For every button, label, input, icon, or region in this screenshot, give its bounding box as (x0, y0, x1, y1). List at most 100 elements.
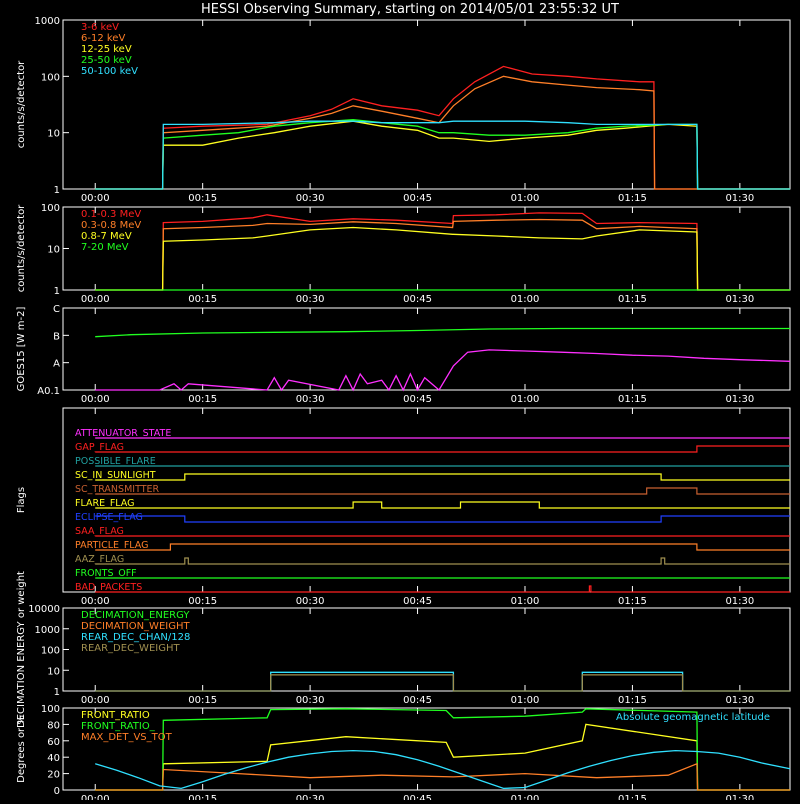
series-line (95, 218, 790, 291)
legend-entry: FRONT_RATIO (81, 710, 150, 721)
flag-line (95, 445, 790, 453)
x-tick-label: 00:30 (296, 794, 325, 800)
y-tick-label: 1 (54, 185, 60, 196)
x-tick-label: 00:30 (296, 394, 325, 405)
x-tick-label: 01:30 (725, 294, 754, 305)
x-tick-label: 00:15 (188, 794, 217, 800)
flag-line (95, 501, 790, 509)
flag-line (95, 515, 790, 523)
legend-entry: 25-50 keV (81, 55, 132, 66)
x-tick-label: 01:30 (725, 394, 754, 405)
plot-frame (62, 307, 791, 391)
series-line (95, 327, 790, 338)
y-tick-label: 1000 (35, 625, 60, 636)
y-tick-label: 10 (47, 129, 60, 140)
y-tick-label: 10 (47, 666, 60, 677)
legend-entry: 6-12 keV (81, 33, 125, 44)
decimation-panel: 00:00 00:15 00:30 00:45 01:00 01:15 01:30 1 10 10… (16, 571, 791, 728)
x-tick-label: 00:45 (403, 394, 432, 405)
low-energy-panel: 00:00 00:15 00:30 00:45 01:00 01:15 01:30 1 10 10… (16, 16, 791, 204)
y-tick-label: 10 (47, 245, 60, 256)
x-tick-label: 00:15 (188, 294, 217, 305)
series-line (95, 65, 790, 190)
y-axis-label: Flags (16, 487, 27, 513)
x-tick-label: 00:45 (403, 193, 432, 204)
flag-line (95, 487, 790, 495)
x-tick-label: 01:00 (511, 193, 540, 204)
y-tick-label: 20 (47, 770, 60, 781)
legend-entry: 0.3-0.8 MeV (81, 220, 141, 231)
x-tick-label: 00:45 (403, 695, 432, 706)
x-tick-label: 00:45 (403, 794, 432, 800)
flag-line (95, 543, 790, 551)
plot-frame (62, 707, 791, 791)
legend-entry: FRONT_RATIO_ (81, 721, 156, 732)
y-tick-label: 100 (41, 72, 60, 83)
legend-entry: 0.8-7 MeV (81, 231, 132, 242)
x-tick-label: 01:00 (511, 695, 540, 706)
y-tick-label: 100 (41, 203, 60, 214)
series-line (95, 762, 790, 791)
flag-label: ATTENUATOR_STATE (75, 428, 171, 439)
x-tick-label: 01:00 (511, 794, 540, 800)
y-tick-label: A (53, 359, 60, 370)
high-energy-panel: 00:00 00:15 00:30 00:45 01:00 01:15 01:30 1 10 10… (16, 203, 791, 305)
x-tick-label: 00:00 (81, 394, 110, 405)
x-tick-label: 00:15 (188, 596, 217, 607)
flag-label: GAP_FLAG (75, 442, 124, 453)
flag-line (95, 585, 790, 593)
flag-label: PARTICLE_FLAG (75, 540, 148, 551)
legend-entry: 12-25 keV (81, 44, 132, 55)
y-tick-label: 10000 (28, 604, 60, 615)
legend-entry: MAX_DET_VS_TOT (81, 732, 173, 743)
goes-panel: 00:00 00:15 00:30 00:45 01:00 01:15 01:30 A0.1 A… (16, 304, 791, 405)
x-tick-label: 01:30 (725, 794, 754, 800)
x-tick-label: 01:30 (725, 695, 754, 706)
legend-entry: Absolute geomagnetic latitude (616, 712, 770, 723)
x-tick-label: 00:00 (81, 695, 110, 706)
x-tick-label: 00:00 (81, 294, 110, 305)
legend-entry: DECIMATION_WEIGHT (81, 621, 190, 632)
legend-entry: REAR_DEC_WEIGHT (81, 643, 180, 654)
y-tick-label: A0.1 (37, 386, 60, 397)
y-tick-label: 100 (41, 646, 60, 657)
flags-panel: 00:00 00:15 00:30 00:45 01:00 01:15 01:30 Flags… (16, 407, 791, 607)
y-axis-label: DECIMATION ENERGY or weight (16, 571, 27, 728)
y-tick-label: 0 (54, 786, 60, 797)
y-axis-label: counts/s/detector (16, 60, 27, 148)
y-axis-label: GOES15 [W m-2] (16, 307, 27, 392)
flag-line (95, 473, 790, 481)
x-tick-label: 01:15 (618, 294, 647, 305)
x-tick-label: 00:15 (188, 695, 217, 706)
x-tick-label: 00:15 (188, 193, 217, 204)
x-tick-label: 00:00 (81, 193, 110, 204)
x-tick-label: 01:15 (618, 394, 647, 405)
x-tick-label: 01:30 (725, 596, 754, 607)
legend-entry: DECIMATION_ENERGY (81, 610, 190, 621)
x-tick-label: 00:00 (81, 794, 110, 800)
series-line (95, 120, 790, 190)
flag-label: SC_IN_SUNLIGHT (75, 470, 156, 481)
x-tick-label: 00:15 (188, 394, 217, 405)
y-tick-label: 40 (47, 753, 60, 764)
x-tick-label: 00:30 (296, 294, 325, 305)
y-tick-label: 60 (47, 737, 60, 748)
legend-entry: REAR_DEC_CHAN/128 (81, 632, 190, 643)
legend-entry: 50-100 keV (81, 66, 138, 77)
series-line (95, 708, 790, 791)
x-tick-label: 01:15 (618, 695, 647, 706)
x-tick-label: 01:15 (618, 193, 647, 204)
flag-label: FLARE_FLAG (75, 498, 135, 509)
x-tick-label: 00:30 (296, 193, 325, 204)
series-line (95, 723, 790, 791)
plot-frame (62, 19, 791, 190)
y-tick-label: C (53, 304, 60, 315)
flag-label: ECLIPSE_FLAG (75, 512, 143, 523)
series-line (95, 120, 790, 190)
x-tick-label: 01:15 (618, 596, 647, 607)
series-line (95, 226, 790, 291)
x-tick-label: 00:30 (296, 596, 325, 607)
flag-label: FRONTS_OFF (75, 568, 137, 579)
y-tick-label: 1 (54, 687, 60, 698)
